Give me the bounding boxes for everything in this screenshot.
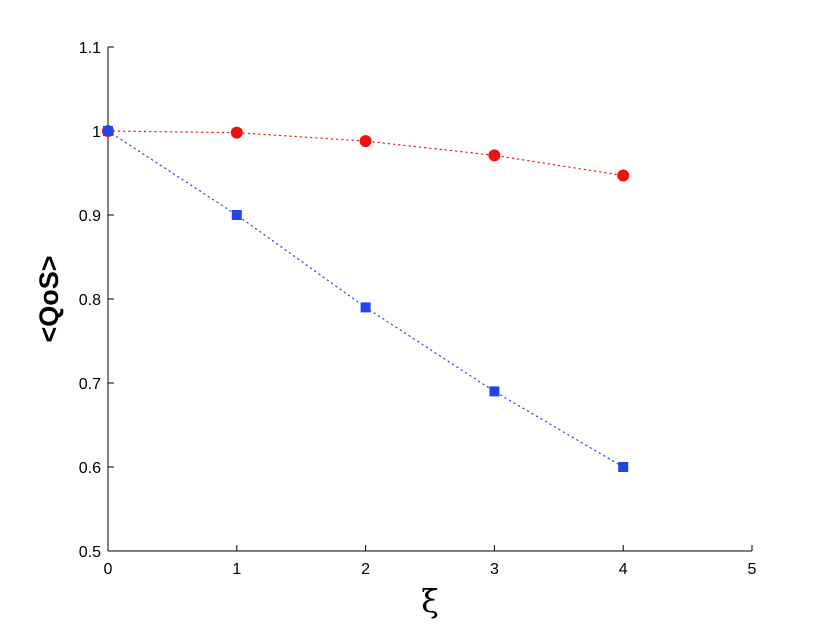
x-tick-label: 3 [490,561,499,578]
data-point [618,462,629,472]
x-tick-label: 5 [748,561,757,578]
data-point [359,135,372,148]
series-1 [103,126,629,472]
x-tick-label: 0 [104,561,113,578]
series-line [107,130,624,468]
data-point [617,169,630,182]
data-point [489,386,500,397]
x-tick-label: 1 [232,561,241,578]
x-tick-label: 4 [619,561,628,578]
y-tick-label: 0.5 [79,544,101,561]
x-tick-label: 2 [361,561,370,578]
series [102,125,630,472]
x-axis-label: ξ [421,582,439,620]
y-tick-label: 0.6 [79,460,101,477]
y-tick-label: 0.9 [79,208,101,225]
series-0 [102,125,630,182]
y-tick-label: 1 [92,124,101,141]
x-ticks: 0 1 2 3 4 5 [104,545,757,578]
y-tick-label: 0.7 [79,376,101,393]
y-tick-label: 1.1 [79,40,101,57]
y-tick-label: 0.8 [79,292,101,309]
data-point [230,126,243,139]
y-axis-label: <QoS> [34,255,64,342]
data-point [360,302,371,313]
data-point [488,149,501,162]
y-ticks: 0.5 0.6 0.7 0.8 0.9 1 1.1 [79,40,114,561]
axes [107,47,752,552]
data-point [103,126,113,136]
data-point [231,210,242,220]
